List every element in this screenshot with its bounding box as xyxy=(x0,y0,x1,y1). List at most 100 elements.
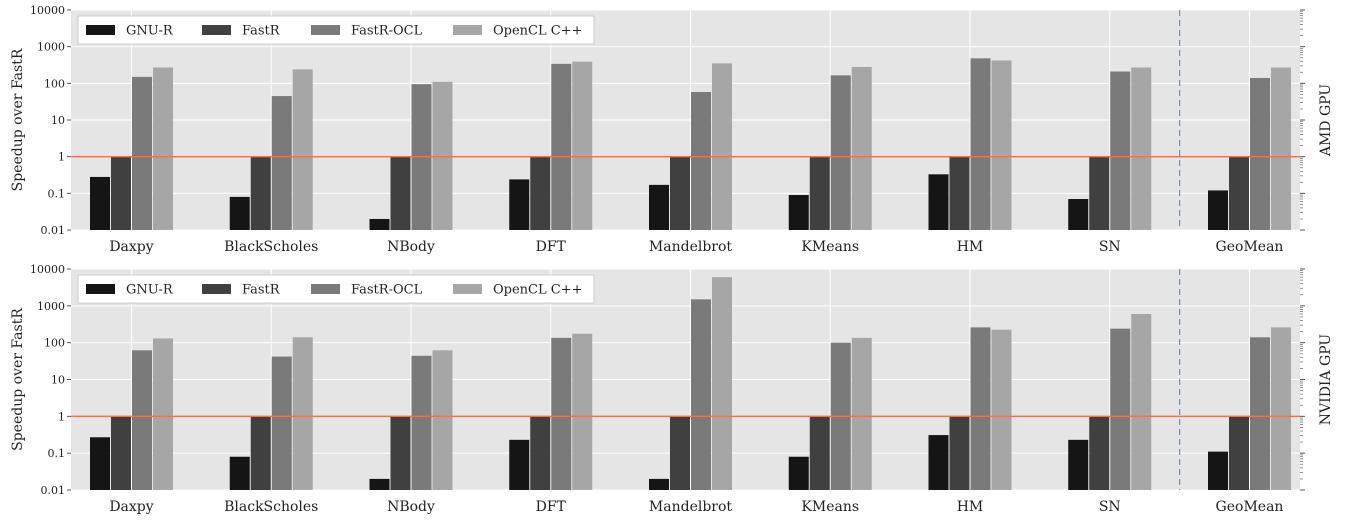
category-label: KMeans xyxy=(801,239,859,255)
bar-fastr xyxy=(111,156,131,230)
bar-opencl-c- xyxy=(851,66,872,231)
bar-gnu-r xyxy=(928,435,949,490)
category-label: SN xyxy=(1099,499,1121,515)
bar-fastr xyxy=(1229,416,1249,490)
bar-fastr-ocl xyxy=(1110,71,1131,231)
category-label: Daxpy xyxy=(109,499,153,515)
y-tick-label: 100 xyxy=(44,337,65,350)
bar-opencl-c- xyxy=(153,338,173,490)
bar-fastr-ocl xyxy=(1250,337,1270,490)
legend-label: GNU-R xyxy=(126,24,174,39)
y-tick-label: 10 xyxy=(51,114,65,127)
category-label: GeoMean xyxy=(1216,499,1284,515)
legend: GNU-R FastR FastR-OCL OpenCL C++ xyxy=(77,274,595,304)
bar-fastr xyxy=(530,416,551,490)
y-tick-label: 10000 xyxy=(30,4,65,17)
legend-label: FastR-OCL xyxy=(351,24,423,39)
bar-opencl-c- xyxy=(1271,327,1291,490)
bar-fastr xyxy=(809,156,830,230)
bar-gnu-r xyxy=(90,176,110,230)
bar-fastr xyxy=(670,416,690,490)
y-tick-label: 1 xyxy=(58,410,65,423)
bar-gnu-r xyxy=(649,184,669,230)
y-tick-label: 10 xyxy=(51,374,65,387)
bar-fastr-ocl xyxy=(970,58,991,230)
bar-gnu-r xyxy=(928,174,949,230)
bar-fastr-ocl xyxy=(271,96,292,230)
y-tick-label: 0.1 xyxy=(48,187,66,200)
bar-fastr xyxy=(949,156,970,230)
legend-swatch xyxy=(453,284,482,294)
bar-fastr xyxy=(1089,416,1110,490)
bar-opencl-c- xyxy=(1271,67,1291,230)
bar-opencl-c- xyxy=(432,350,453,490)
bar-fastr xyxy=(111,416,131,490)
bar-gnu-r xyxy=(1068,199,1089,230)
category-label: NBody xyxy=(387,239,435,255)
category-label: BlackScholes xyxy=(224,499,318,515)
category-label: HM xyxy=(957,499,984,515)
legend-swatch xyxy=(202,25,231,35)
bar-opencl-c- xyxy=(1131,314,1152,490)
bar-gnu-r xyxy=(90,437,110,490)
bar-opencl-c- xyxy=(712,63,732,230)
bar-gnu-r xyxy=(369,478,390,490)
legend-label: OpenCL C++ xyxy=(493,24,583,39)
bar-fastr-ocl xyxy=(1250,77,1270,230)
bar-opencl-c- xyxy=(292,69,313,230)
legend-label: FastR xyxy=(242,283,281,298)
y-axis-label: Speedup over FastR xyxy=(10,48,26,191)
bar-opencl-c- xyxy=(292,337,313,490)
bar-fastr-ocl xyxy=(830,75,851,231)
y-tick-label: 1 xyxy=(58,151,65,164)
bar-fastr xyxy=(809,416,830,490)
y-tick-label: 1000 xyxy=(37,300,65,313)
bar-opencl-c- xyxy=(712,277,732,490)
y-axis-label: Speedup over FastR xyxy=(10,308,26,451)
bar-fastr-ocl xyxy=(551,337,572,490)
category-label: DFT xyxy=(536,239,567,255)
category-label: Mandelbrot xyxy=(649,499,733,515)
bar-fastr xyxy=(949,416,970,490)
legend: GNU-R FastR FastR-OCL OpenCL C++ xyxy=(77,15,595,45)
legend-swatch xyxy=(311,284,340,294)
chart-panel-1: 0.01 0.1 1 10 100 1000 10000 Daxpy BlackScholes N… xyxy=(10,263,1334,515)
category-label: GeoMean xyxy=(1216,239,1284,255)
legend-swatch xyxy=(86,25,115,35)
bar-fastr-ocl xyxy=(691,299,711,490)
bar-fastr-ocl xyxy=(132,350,152,490)
chart-panel-0: 0.01 0.1 1 10 100 1000 10000 Daxpy BlackScholes N… xyxy=(10,4,1334,255)
bar-fastr-ocl xyxy=(271,356,292,490)
y-tick-label: 0.01 xyxy=(41,224,66,237)
bar-gnu-r xyxy=(788,456,809,490)
legend-swatch xyxy=(453,25,482,35)
bar-fastr-ocl xyxy=(551,63,572,231)
y-tick-label: 0.1 xyxy=(48,447,66,460)
bar-fastr xyxy=(530,156,551,230)
bar-gnu-r xyxy=(1208,451,1228,490)
y-tick-label: 10000 xyxy=(30,263,65,276)
bar-fastr-ocl xyxy=(132,76,152,231)
category-label: BlackScholes xyxy=(224,239,318,255)
legend-label: FastR xyxy=(242,24,281,39)
category-label: HM xyxy=(957,239,984,255)
bar-gnu-r xyxy=(509,179,530,230)
bar-opencl-c- xyxy=(991,60,1012,230)
bar-gnu-r xyxy=(649,478,669,490)
legend-label: OpenCL C++ xyxy=(493,283,583,298)
y-tick-label: 1000 xyxy=(37,41,65,54)
bar-fastr xyxy=(390,416,411,490)
y-tick-label: 0.01 xyxy=(41,484,66,497)
panel-side-label: NVIDIA GPU xyxy=(1318,334,1334,426)
bar-opencl-c- xyxy=(432,81,453,230)
bar-gnu-r xyxy=(509,439,530,490)
category-label: DFT xyxy=(536,499,567,515)
bar-fastr xyxy=(1229,156,1249,230)
bar-fastr-ocl xyxy=(411,355,432,490)
bar-opencl-c- xyxy=(572,333,593,490)
category-label: Daxpy xyxy=(109,239,153,255)
bar-opencl-c- xyxy=(851,337,872,490)
bar-fastr xyxy=(670,156,690,230)
